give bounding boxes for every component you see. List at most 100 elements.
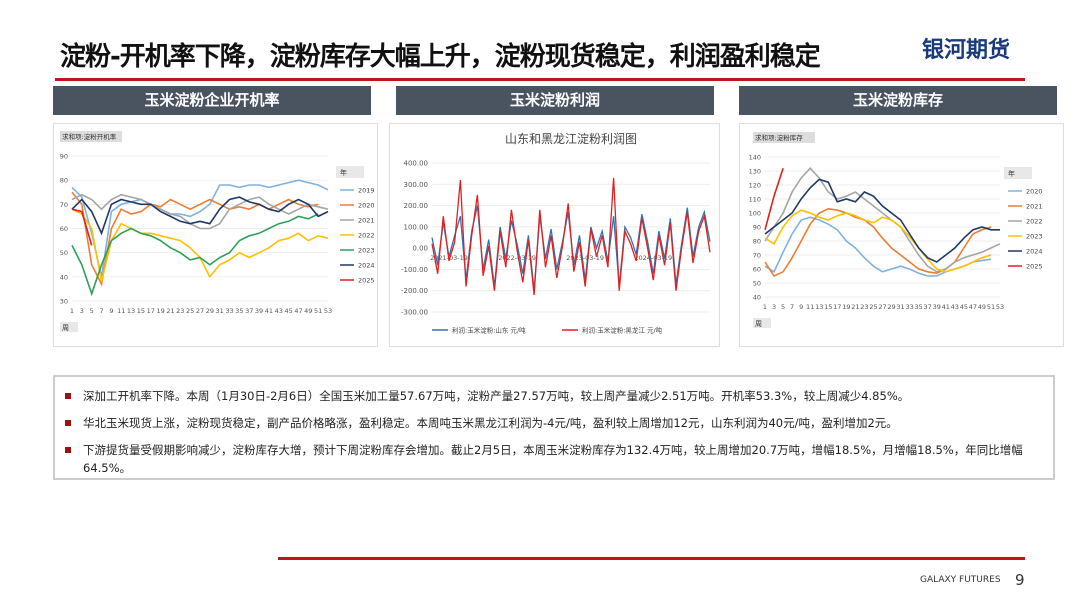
x-tick-label: 47 <box>969 303 977 311</box>
footer-rule <box>278 557 1025 560</box>
series-line <box>71 179 329 277</box>
x-tick-label: 13 <box>815 303 823 311</box>
x-tick-label: 23 <box>176 307 184 315</box>
legend-label: 2024 <box>358 262 375 270</box>
x-tick-label: 31 <box>216 307 224 315</box>
x-tick-label: 5 <box>781 303 785 311</box>
legend-label: 2024 <box>1026 248 1043 256</box>
y-tick-label: 60 <box>60 225 68 233</box>
legend-label: 2020 <box>358 202 375 210</box>
series-line <box>764 167 784 231</box>
x-tick-label: 35 <box>235 307 243 315</box>
series-line <box>71 191 319 287</box>
x-tick-label: 37 <box>245 307 253 315</box>
series-line <box>71 196 329 236</box>
y-tick-label: 130 <box>749 168 761 176</box>
y-tick-label: -200.00 <box>401 287 428 295</box>
chart-title: 山东和黑龙江淀粉利润图 <box>505 132 637 146</box>
x-tick-label: 49 <box>304 307 312 315</box>
y-tick-label: 40 <box>753 294 761 302</box>
panel-header: 玉米淀粉利润 <box>396 86 714 115</box>
y-tick-label: 80 <box>60 177 68 185</box>
y-tick-label: 140 <box>749 154 761 162</box>
x-tick-label: 53 <box>996 303 1004 311</box>
y-tick-label: 120 <box>749 182 761 190</box>
x-tick-label: 7 <box>99 307 103 315</box>
x-tick-label: 13 <box>127 307 135 315</box>
x-tick-label: 9 <box>799 303 803 311</box>
title-rule <box>55 78 1025 81</box>
x-tick-label: 11 <box>806 303 814 311</box>
x-tick-label: 29 <box>206 307 214 315</box>
x-tick-label: 41 <box>265 307 273 315</box>
legend-label: 利润:玉米淀粉:黑龙江 元/吨 <box>582 326 663 335</box>
legend-label: 利润:玉米淀粉:山东 元/吨 <box>452 326 526 335</box>
page-number: 9 <box>1015 571 1025 589</box>
series-line <box>71 213 319 297</box>
x-tick-label: 45 <box>960 303 968 311</box>
x-tick-label: 23 <box>860 303 868 311</box>
x-tick-label: 1 <box>70 307 74 315</box>
x-tick-label: 9 <box>109 307 113 315</box>
x-tick-label: 3 <box>80 307 84 315</box>
bullet: 华北玉米现货上涨，淀粉现货稳定，副产品价格略涨，盈利稳定。本周吨玉米黑龙江利润为… <box>65 414 1045 432</box>
legend-title: 年 <box>1008 169 1015 178</box>
chart-frame <box>53 123 378 347</box>
legend-label: 2021 <box>1026 203 1043 211</box>
series-line <box>764 207 992 278</box>
series-line <box>71 208 93 246</box>
x-tick-label: 25 <box>186 307 194 315</box>
x-tick-label: 39 <box>255 307 263 315</box>
legend-label: 2020 <box>1026 188 1043 196</box>
y-tick-label: 40 <box>60 273 68 281</box>
y-tick-label: -100.00 <box>401 266 428 274</box>
legend-label: 2025 <box>358 277 375 285</box>
legend-label: 2023 <box>1026 233 1043 241</box>
y-tick-label: 100 <box>749 210 761 218</box>
x-tick-label: 5 <box>90 307 94 315</box>
legend-label: 2019 <box>358 187 375 195</box>
y-tick-label: -300.00 <box>401 309 428 317</box>
legend-label: 2025 <box>1026 263 1043 271</box>
x-tick-label: 15 <box>824 303 832 311</box>
x-tick-label: 17 <box>147 307 155 315</box>
bullet: 深加工开机率下降。本周（1月30日-2月6日）全国玉米加工量57.67万吨，淀粉… <box>65 387 1045 405</box>
legend-title: 年 <box>340 168 347 177</box>
y-tick-label: 400.00 <box>404 160 429 168</box>
x-tick-label: 7 <box>790 303 794 311</box>
x-tick-label: 2024-03-19 <box>634 254 672 262</box>
x-tick-label: 39 <box>933 303 941 311</box>
y-tick-label: 60 <box>753 266 761 274</box>
y-tick-label: 80 <box>753 238 761 246</box>
logo: 银河期货 <box>922 38 1011 63</box>
field-button <box>753 318 771 328</box>
x-tick-label: 27 <box>196 307 204 315</box>
bullet: 下游提货量受假期影响减少，淀粉库存大增，预计下周淀粉库存会增加。截止2月5日，本… <box>65 441 1045 477</box>
x-tick-label: 27 <box>878 303 886 311</box>
x-tick-label: 37 <box>924 303 932 311</box>
series-line <box>764 209 992 273</box>
chart-tag: 求和项:淀粉开机率 <box>62 132 117 141</box>
y-tick-label: 300.00 <box>404 181 429 189</box>
slide-title: 淀粉-开机率下降，淀粉库存大幅上升，淀粉现货稳定，利润盈利稳定 <box>60 42 821 72</box>
y-tick-label: 90 <box>60 153 68 161</box>
x-tick-label: 43 <box>275 307 283 315</box>
series-line <box>71 193 329 230</box>
panel-header: 玉米淀粉库存 <box>739 86 1057 115</box>
x-tick-label: 33 <box>905 303 913 311</box>
x-tick-label: 2022-03-19 <box>498 254 536 262</box>
y-tick-label: 50 <box>753 280 761 288</box>
y-tick-label: 0.00 <box>412 245 428 253</box>
x-tick-label: 21 <box>166 307 174 315</box>
x-tick-label: 25 <box>869 303 877 311</box>
x-tick-label: 19 <box>842 303 850 311</box>
legend-label: 2022 <box>1026 218 1043 226</box>
chart-frame <box>389 123 720 347</box>
x-tick-label: 51 <box>987 303 995 311</box>
chart-tag: 求和项:淀粉库存 <box>755 133 803 142</box>
x-tick-label: 21 <box>851 303 859 311</box>
y-tick-label: 70 <box>753 252 761 260</box>
x-tick-label: 19 <box>156 307 164 315</box>
x-tick-label: 15 <box>137 307 145 315</box>
y-tick-label: 110 <box>749 196 761 204</box>
